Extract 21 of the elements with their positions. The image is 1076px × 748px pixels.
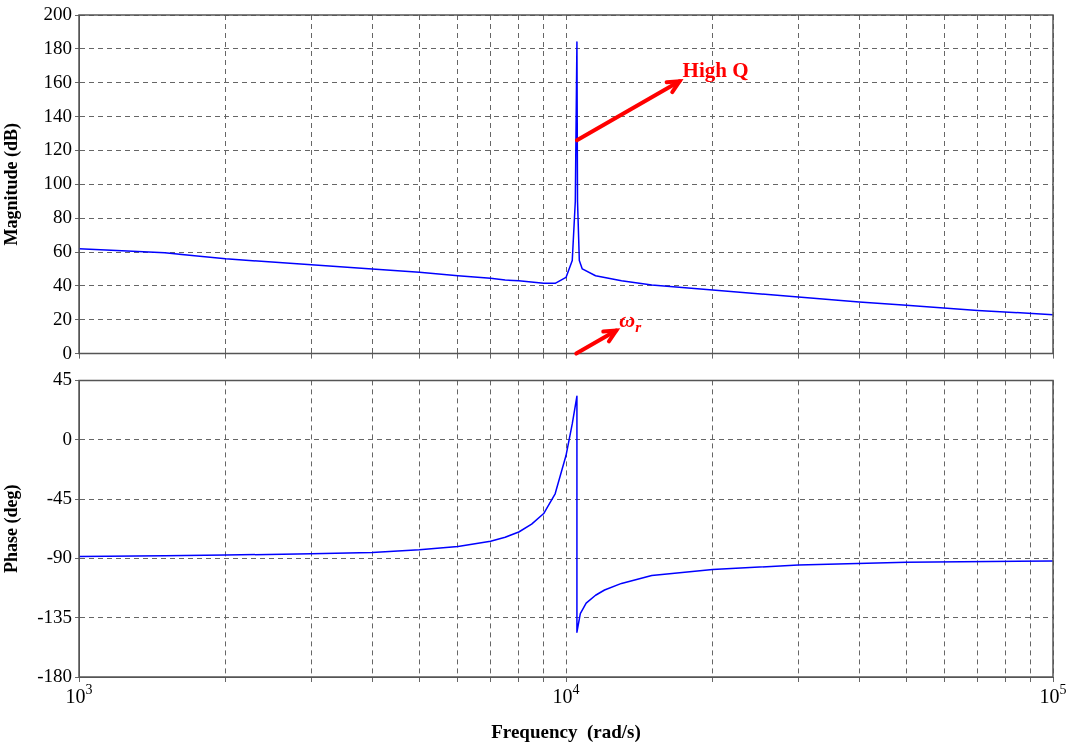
y-axis-title: Phase (deg) bbox=[1, 484, 23, 573]
y-tick-label: 40 bbox=[53, 273, 72, 295]
y-tick-label: 45 bbox=[53, 368, 72, 390]
y-tick-label: -45 bbox=[46, 487, 72, 509]
y-tick-label: -90 bbox=[46, 546, 72, 568]
y-tick-label: 80 bbox=[53, 206, 72, 228]
y-tick-label: 140 bbox=[43, 104, 72, 126]
y-tick-label: 200 bbox=[43, 2, 72, 24]
y-tick-label: 0 bbox=[62, 427, 72, 449]
y-tick-label: 0 bbox=[62, 341, 72, 363]
y-tick-label: -180 bbox=[37, 664, 72, 686]
annotation: High Q bbox=[682, 58, 749, 83]
y-tick-label: -135 bbox=[37, 605, 72, 627]
y-tick-label: 60 bbox=[53, 240, 72, 261]
y-tick-label: 100 bbox=[43, 172, 72, 194]
y-tick-label: 20 bbox=[53, 307, 72, 329]
y-tick-label: 180 bbox=[43, 36, 72, 58]
y-axis-title: Magnitude (dB) bbox=[1, 123, 23, 246]
y-tick-label: 160 bbox=[43, 70, 72, 92]
x-axis-title: Frequency (rad/s) bbox=[491, 720, 641, 743]
y-tick-label: 120 bbox=[43, 138, 72, 160]
